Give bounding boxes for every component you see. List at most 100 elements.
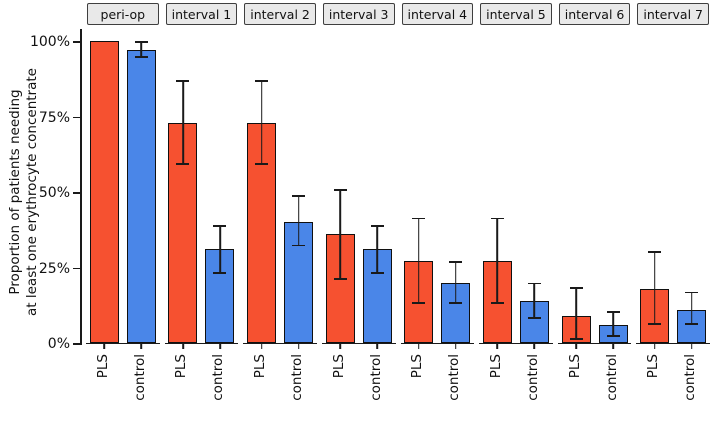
y-tick-mark (73, 41, 80, 43)
facet-interval-1: interval 1 PLS control (164, 0, 239, 422)
x-tick (297, 344, 300, 349)
error-bar-cap-bottom (292, 244, 306, 247)
gutter-spacer (0, 0, 80, 29)
error-bar-line (219, 225, 221, 274)
facet-panel (86, 29, 160, 344)
error-bar-line (339, 189, 341, 280)
error-bar-cap-top (412, 217, 426, 220)
error-bar-cap-top (648, 250, 662, 253)
error-bar-cap-bottom (134, 56, 148, 58)
x-tick (533, 344, 536, 349)
x-label-row: PLS control (401, 349, 475, 416)
facet-interval-3: interval 3 PLS control (321, 0, 396, 422)
error-bar-control (134, 41, 148, 58)
error-bar-line (455, 261, 457, 304)
x-tick-row (243, 344, 317, 349)
y-tick-label: 50% (38, 185, 70, 201)
error-bar-cap-bottom (176, 163, 190, 165)
x-tick (653, 344, 656, 349)
error-bar-control (685, 291, 699, 325)
y-axis-gutter: Proportion of patients needing at least … (0, 0, 80, 422)
facet-strip-label: interval 6 (558, 3, 631, 25)
x-label-PLS: PLS (487, 354, 504, 379)
error-bar-cap-bottom (255, 163, 269, 165)
facet-panel (636, 29, 710, 344)
error-bar-cap-top (255, 80, 269, 82)
x-label-control: control (682, 354, 699, 401)
facet-panel (479, 29, 553, 344)
x-tick (455, 344, 457, 349)
error-bar-line (297, 195, 300, 247)
x-label-PLS: PLS (252, 354, 269, 379)
x-tick (103, 344, 106, 349)
facet-panel (400, 29, 475, 344)
x-label-control: control (524, 354, 541, 401)
error-bar-PLS (412, 217, 426, 304)
y-axis-line (80, 29, 82, 345)
facet-strip-label: interval 5 (480, 3, 552, 25)
error-bar-line (690, 291, 693, 325)
error-bar-line (653, 250, 656, 325)
x-label-control: control (367, 354, 384, 401)
x-label-row: PLS control (86, 349, 160, 416)
x-tick (575, 344, 577, 349)
x-tick (260, 344, 263, 349)
x-tick (376, 344, 378, 349)
error-bar-line (140, 41, 143, 58)
error-bar-cap-top (606, 311, 620, 313)
x-label-row: PLS control (558, 349, 632, 416)
facet-interval-4: interval 4 PLS control (400, 0, 475, 422)
x-label-row: PLS control (479, 349, 553, 416)
error-bar-cap-bottom (685, 323, 699, 325)
x-tick (140, 344, 143, 349)
error-bar-cap-bottom (490, 302, 504, 304)
facet-interval-5: interval 5 PLS control (479, 0, 553, 422)
x-label-PLS: PLS (94, 354, 111, 379)
error-bar-line (260, 80, 263, 165)
y-tick-label: 25% (38, 260, 70, 277)
error-bar-PLS (569, 287, 583, 340)
facet-peri-op: peri-op PLS control (86, 0, 160, 422)
facet-panel (321, 29, 396, 344)
x-tick-row (558, 344, 632, 349)
error-bar-control (370, 225, 384, 274)
error-bar-line (533, 282, 536, 319)
error-bar-control (292, 195, 306, 247)
x-label-control: control (131, 354, 148, 401)
facet-interval-2: interval 2 PLS control (243, 0, 317, 422)
x-tick-row (401, 344, 475, 349)
x-label-PLS: PLS (645, 354, 662, 379)
error-bar-cap-bottom (213, 271, 227, 274)
error-bar-line (182, 80, 184, 165)
facet-interval-7: interval 7 PLS control (636, 0, 710, 422)
facet-strip-label: interval 2 (244, 3, 316, 25)
x-label-control: control (210, 354, 227, 401)
error-bar-cap-top (333, 189, 347, 191)
x-tick-row (636, 344, 710, 349)
error-bar-cap-bottom (569, 338, 583, 340)
facet-panel (243, 29, 317, 344)
x-tick (339, 344, 341, 349)
error-bar-cap-top (449, 261, 463, 264)
bar-control (126, 50, 156, 343)
error-bar-cap-bottom (370, 271, 384, 274)
error-bar-cap-top (569, 287, 583, 289)
error-bar-line (612, 311, 614, 337)
error-bar-cap-top (134, 41, 148, 43)
error-bar-cap-bottom (412, 302, 426, 304)
error-bar-control (606, 311, 620, 337)
y-tick-mark (73, 116, 80, 119)
x-label-PLS: PLS (409, 354, 426, 379)
error-bar-PLS (648, 250, 662, 325)
error-bar-cap-bottom (333, 278, 347, 280)
x-tick (496, 344, 499, 349)
error-bar-cap-top (527, 282, 541, 285)
error-bar-cap-top (685, 291, 699, 294)
x-label-row: PLS control (165, 349, 239, 416)
error-bar-PLS (490, 217, 504, 304)
y-tick-mark (73, 343, 80, 345)
y-axis-ticks: 0% 25% 50% 75% 100% (0, 29, 80, 351)
x-label-control: control (603, 354, 620, 401)
error-bar-cap-bottom (648, 323, 662, 325)
x-tick (690, 344, 693, 349)
